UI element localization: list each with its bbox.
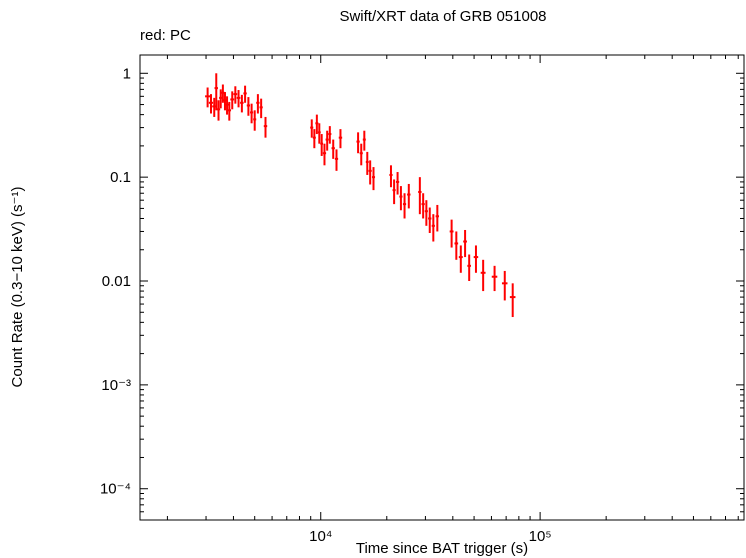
chart-title: Swift/XRT data of GRB 051008 bbox=[339, 8, 546, 25]
x-axis-label: Time since BAT trigger (s) bbox=[356, 540, 528, 557]
y-axis-label: Count Rate (0.3−10 keV) (s⁻¹) bbox=[9, 187, 26, 388]
x-tick-label: 10⁵ bbox=[529, 528, 552, 545]
mode-legend-label: red: PC bbox=[140, 27, 191, 44]
y-tick-label: 10⁻⁴ bbox=[100, 481, 131, 498]
x-tick-label: 10⁴ bbox=[309, 528, 332, 545]
y-tick-label: 0.01 bbox=[102, 273, 131, 290]
y-tick-label: 1 bbox=[123, 65, 131, 82]
y-tick-label: 10⁻³ bbox=[101, 377, 131, 394]
plot-area: 10⁴ 10⁵ 1 0.1 0.01 10⁻³ 10⁻⁴ bbox=[100, 54, 745, 545]
plot-frame bbox=[139, 54, 745, 521]
y-tick-label: 0.1 bbox=[110, 169, 131, 186]
